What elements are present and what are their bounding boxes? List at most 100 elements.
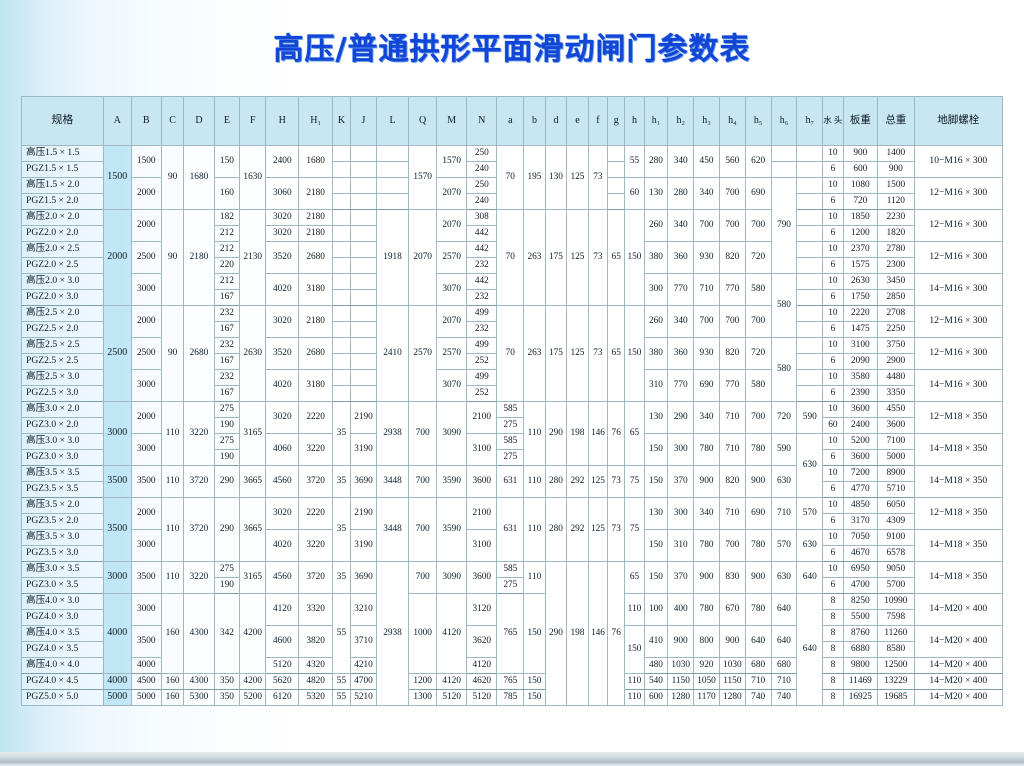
cell-h2: 300 [667,497,695,530]
cell-h7: 640 [796,561,824,594]
cell-h6: 630 [770,561,798,594]
cell-plate: 600 [842,161,879,178]
table-row: 高压4.0 × 3.0 4000 3000 160 4300 342 4200 4120 332… [21,593,1004,706]
cell-h7 [796,161,824,178]
cell-E: 350 [213,673,241,690]
cell-total: 5710 [877,481,915,498]
cell-J [350,177,377,194]
cell-h7: 640 [796,593,824,706]
cell-E: 275 [213,561,241,578]
cell-h2: 340 [667,209,695,242]
cell-total: 1120 [877,193,915,210]
cell-a: 585 [496,561,525,578]
cell-bolt: 14−M20 × 400 [913,593,1004,626]
cell-f: 73 [587,305,609,402]
cell-h2: 900 [667,625,695,658]
cell-f: 125 [587,497,609,562]
cell-Q: 700 [408,561,438,594]
cell-E: 190 [213,449,241,466]
cell-Q: 1200 [408,673,438,690]
cell-a: 275 [496,417,525,434]
cell-B: 3000 [130,593,162,626]
cell-J: 3710 [350,625,377,658]
cell-h5: 580 [744,273,772,306]
cell-h2: 1280 [667,689,695,706]
cell-head: 10 [822,497,844,514]
cell-Q: 1570 [408,145,438,210]
cell-plate: 1575 [842,257,879,274]
cell-C: 90 [160,145,185,210]
cell-spec: PGZ4.0 × 4.5 [21,673,104,690]
table-row: PGZ4.0 × 3.0 8 5500 7598 [21,609,1003,626]
cell-L: 3448 [375,497,410,562]
col-header-F: F [239,96,267,146]
cell-N: 2100 [466,401,498,434]
cell-A: 4000 [102,593,132,674]
cell-h3: 930 [693,337,720,370]
cell-total: 12500 [877,657,915,674]
cell-spec: 高压2.0 × 2.0 [21,209,104,226]
cell-K [331,177,352,194]
cell-H: 3520 [265,337,300,370]
cell-E: 212 [213,225,241,242]
cell-B: 4500 [130,673,162,690]
cell-h7 [796,369,824,386]
cell-F: 2130 [239,209,267,306]
cell-plate: 3600 [842,449,879,466]
cell-M: 4120 [436,593,468,674]
cell-h7 [796,321,824,338]
cell-J [350,225,377,242]
cell-d: 280 [544,465,568,498]
cell-J [350,161,377,178]
cell-h4: 710 [718,401,746,434]
cell-b: 150 [523,593,546,674]
cell-h1: 150 [643,465,669,498]
cell-h5: 720 [744,241,772,274]
table-header-row: 规格 A B C D E F H H₁ K J L Q M N a b [21,96,1004,146]
table-row: PGZ2.5 × 2.5 167 252 6 2090 2900 [21,353,1003,370]
cell-d: 280 [544,497,568,562]
table-row: 高压3.5 × 2.0 3500 2000 110 3720 290 3665 3020 222… [21,497,1004,562]
cell-h1: 150 [643,433,669,466]
cell-M: 2570 [436,337,468,370]
cell-h2: 280 [667,177,695,210]
cell-A: 2500 [102,305,132,402]
cell-H1: 2220 [298,401,333,434]
cell-J [350,193,377,210]
cell-N: 252 [466,353,498,370]
cell-a: 275 [496,577,525,594]
cell-J [350,273,377,290]
cell-h5: 700 [744,401,772,434]
cell-H1: 2220 [298,497,333,530]
cell-D: 2680 [183,305,215,402]
cell-h3: 780 [693,593,720,626]
cell-h7 [796,177,824,194]
cell-a: 765 [496,593,525,674]
cell-h2: 770 [667,273,695,306]
cell-f: 73 [587,209,609,306]
cell-K [331,209,352,226]
cell-h: 65 [624,401,645,466]
cell-N: 3100 [466,529,498,562]
cell-plate: 11469 [842,673,879,690]
cell-bolt: 12−M16 × 300 [913,177,1004,210]
cell-plate: 1200 [842,225,879,242]
table-row: PGZ3.0 × 3.0 190 275 6 3600 5000 [21,449,1003,466]
cell-bolt: 14−M18 × 350 [913,433,1004,466]
cell-plate: 9800 [842,657,879,674]
cell-N: 250 [466,145,498,162]
cell-e: 198 [566,561,589,706]
cell-head: 10 [822,337,844,354]
cell-h1: 600 [643,689,669,706]
cell-K [331,161,352,178]
cell-B: 3500 [130,561,162,594]
cell-head: 6 [822,225,844,242]
table-row: PGZ2.0 × 2.5 220 232 6 1575 2300 [21,257,1003,274]
cell-h3: 340 [693,401,720,434]
cell-B: 2000 [130,177,162,210]
cell-H: 3020 [265,401,300,434]
cell-h4: 560 [718,145,746,178]
cell-K: 35 [331,561,352,594]
cell-a: 70 [496,145,525,210]
cell-H: 4560 [265,465,300,498]
